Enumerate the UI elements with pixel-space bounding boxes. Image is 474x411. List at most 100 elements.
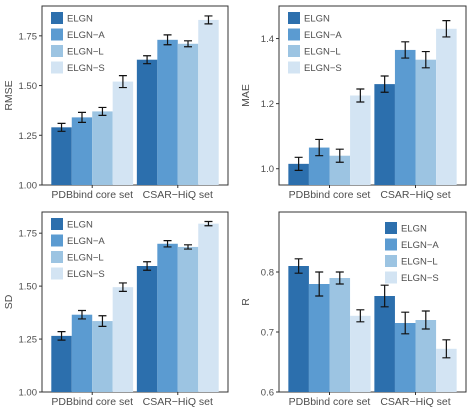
bar bbox=[415, 59, 437, 186]
x-tick-label: PDBbind core set bbox=[51, 189, 133, 201]
bar bbox=[288, 266, 309, 392]
error-bar bbox=[204, 15, 213, 25]
error-bar bbox=[98, 106, 107, 116]
y-axis-label: MAE bbox=[240, 84, 252, 107]
chart-panel-mae: 1.0 1.2 1.4 MAE PDBbind core set CSAR−HiQ set… bbox=[240, 5, 467, 201]
legend-label: ELGN−L bbox=[304, 47, 341, 58]
legend-label: ELGN bbox=[67, 220, 93, 231]
legend-label: ELGN−L bbox=[401, 257, 438, 268]
y-tick-label: 1.0 bbox=[261, 164, 274, 175]
y-axis-label: RMSE bbox=[3, 80, 15, 110]
error-bar bbox=[143, 261, 152, 271]
panel-frame bbox=[278, 5, 467, 186]
bar bbox=[374, 84, 395, 185]
error-bar bbox=[77, 309, 86, 320]
legend-swatch bbox=[51, 234, 63, 247]
x-tick-label: CSAR−HiQ set bbox=[143, 396, 213, 408]
error-bar bbox=[401, 41, 410, 59]
bar bbox=[51, 335, 72, 392]
bar bbox=[71, 314, 93, 392]
y-tick-label: 1.00 bbox=[19, 181, 38, 192]
bar bbox=[157, 243, 178, 392]
legend: ELGN ELGN−A ELGN−L ELGN−S bbox=[385, 222, 439, 284]
error-bar bbox=[315, 138, 324, 157]
legend-label: ELGN−S bbox=[67, 269, 105, 280]
bar bbox=[436, 348, 457, 392]
error-bar bbox=[335, 271, 344, 285]
panel-frame bbox=[41, 211, 229, 393]
y-tick-label: 1.00 bbox=[19, 388, 38, 399]
bar bbox=[177, 246, 199, 392]
error-bar bbox=[335, 148, 344, 163]
error-bar bbox=[401, 311, 410, 335]
legend-swatch bbox=[51, 218, 63, 230]
legend-label: ELGN bbox=[304, 14, 330, 25]
chart-panel-sd: 1.00 1.25 1.50 1.75 SD PDBbind core set CSAR−H… bbox=[3, 211, 229, 408]
panel-frame bbox=[41, 5, 229, 186]
y-tick-label: 1.50 bbox=[19, 282, 38, 293]
error-bar bbox=[118, 282, 127, 293]
x-tick-label: CSAR−HiQ set bbox=[380, 189, 450, 201]
bar bbox=[374, 296, 395, 392]
error-bar bbox=[442, 20, 451, 38]
y-tick-label: 1.25 bbox=[19, 131, 38, 142]
legend-label: ELGN bbox=[401, 224, 427, 235]
bar bbox=[308, 147, 330, 185]
legend-label: ELGN−S bbox=[401, 273, 439, 284]
y-tick-label: 0.7 bbox=[261, 328, 274, 339]
bar bbox=[157, 39, 178, 185]
bar bbox=[329, 278, 351, 392]
x-tick-label: PDBbind core set bbox=[289, 189, 371, 201]
legend-label: ELGN−S bbox=[304, 63, 342, 74]
x-tick-label: PDBbind core set bbox=[51, 396, 133, 408]
error-bar bbox=[356, 88, 365, 103]
error-bar bbox=[204, 220, 213, 227]
y-tick-label: 0.6 bbox=[261, 388, 274, 399]
panel-frame bbox=[278, 211, 467, 393]
y-tick-label: 1.50 bbox=[19, 81, 38, 92]
legend-swatch bbox=[51, 12, 63, 24]
chart-panel-rmse: 1.00 1.25 1.50 1.75 RMSE PDBbind core set CSAR… bbox=[3, 5, 229, 201]
y-tick-label: 1.25 bbox=[19, 335, 38, 346]
legend: ELGN ELGN−A ELGN−L ELGN−S bbox=[51, 12, 105, 74]
bar bbox=[92, 321, 113, 392]
y-tick-label: 1.75 bbox=[19, 31, 38, 42]
error-bar bbox=[380, 284, 389, 308]
legend-swatch bbox=[385, 255, 397, 267]
legend-swatch bbox=[385, 271, 397, 284]
bar bbox=[92, 111, 113, 185]
y-tick-label: 1.4 bbox=[261, 34, 274, 45]
x-tick-label: CSAR−HiQ set bbox=[143, 189, 213, 201]
bar bbox=[136, 59, 158, 186]
legend-label: ELGN−A bbox=[401, 240, 439, 251]
bar bbox=[288, 163, 309, 185]
x-tick-label: PDBbind core set bbox=[289, 396, 371, 408]
error-bar bbox=[184, 244, 193, 250]
error-bar bbox=[442, 339, 451, 359]
bar bbox=[198, 19, 219, 185]
error-bar bbox=[118, 75, 127, 89]
error-bar bbox=[356, 309, 365, 323]
bar bbox=[350, 95, 371, 185]
bar bbox=[394, 323, 416, 392]
error-bar bbox=[77, 111, 86, 123]
legend-label: ELGN−A bbox=[304, 30, 342, 41]
bar bbox=[308, 284, 330, 392]
bar bbox=[198, 223, 219, 392]
bar bbox=[112, 81, 134, 185]
error-bar bbox=[57, 331, 66, 341]
legend-swatch bbox=[288, 45, 300, 57]
x-tick-label: CSAR−HiQ set bbox=[380, 396, 450, 408]
legend-label: ELGN−L bbox=[67, 47, 104, 58]
legend-label: ELGN bbox=[67, 14, 93, 25]
error-bar bbox=[163, 239, 172, 248]
legend-swatch bbox=[385, 222, 397, 234]
error-bar bbox=[294, 258, 303, 274]
legend: ELGN ELGN−A ELGN−L ELGN−S bbox=[51, 218, 105, 280]
legend-swatch bbox=[51, 45, 63, 57]
legend-swatch bbox=[288, 28, 300, 41]
error-bar bbox=[98, 315, 107, 327]
legend-label: ELGN−L bbox=[67, 253, 104, 264]
error-bar bbox=[294, 156, 303, 171]
